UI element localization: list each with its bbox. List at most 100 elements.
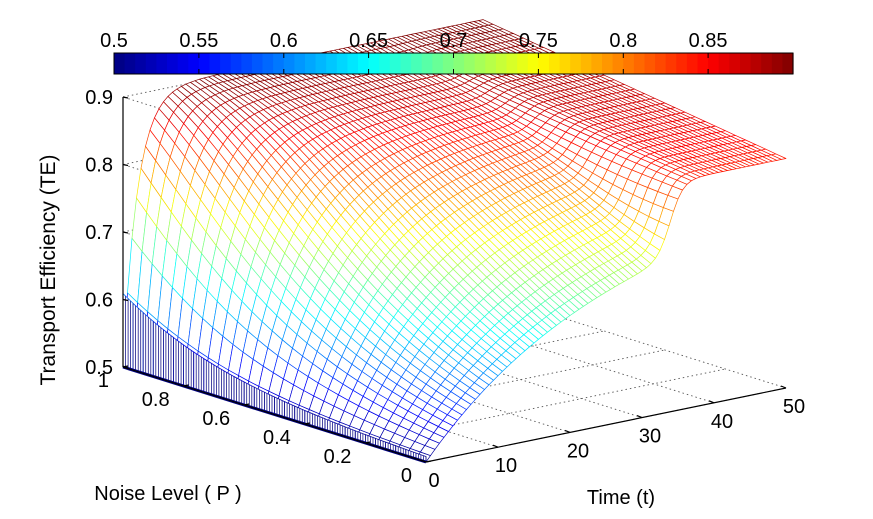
- colorbar-segment: [442, 53, 455, 74]
- colorbar-segment: [273, 53, 285, 74]
- z-tick-label: 0.7: [85, 222, 113, 244]
- colorbar-segment: [145, 53, 157, 74]
- colorbar-tick-label: 0.6: [270, 30, 298, 52]
- y-tick-mark: [304, 422, 310, 425]
- z-tick-label: 0.9: [85, 87, 113, 109]
- colorbar-segment: [559, 53, 571, 74]
- colorbar-segment: [198, 53, 211, 74]
- y-axis-line: [122, 366, 427, 463]
- mesh-cell: [771, 153, 787, 160]
- x-axis-line: [425, 387, 787, 463]
- z-tick-mark: [122, 163, 129, 167]
- colorbar-segment: [517, 53, 529, 74]
- colorbar-segment: [389, 53, 401, 74]
- colorbar-segment: [464, 53, 476, 74]
- colorbar-segment: [114, 53, 126, 74]
- colorbar-segment: [251, 53, 264, 74]
- y-axis-label: Noise Level ( P ): [94, 483, 241, 505]
- axes: 0 10 20 30 40 50 0 0.2 0.4 0.6 0.8 10.5 0.6 0.7 0.8 0.9: [85, 87, 805, 492]
- colorbar-segment: [400, 53, 412, 74]
- y-tick-label: 0.4: [263, 427, 291, 449]
- y-tick-label: 1: [98, 370, 109, 392]
- z-tick-mark: [122, 96, 129, 99]
- colorbar-segment: [633, 53, 646, 74]
- colorbar-segment: [527, 53, 539, 74]
- colorbar-segment: [665, 53, 677, 74]
- colorbar-tick-label: 0.8: [609, 30, 637, 52]
- colorbar-segment: [538, 53, 550, 74]
- colorbar-segment: [676, 53, 688, 74]
- colorbar-segment: [591, 53, 603, 74]
- x-tick-mark: [636, 415, 643, 419]
- x-tick-mark: [708, 400, 715, 404]
- x-axis-label: Time (t): [587, 487, 655, 509]
- y-tick-label: 0.2: [324, 446, 352, 468]
- colorbar-segment: [485, 53, 497, 74]
- colorbar-segment: [188, 53, 200, 74]
- colorbar: 0.5 0.55 0.6 0.65 0.7 0.75 0.8 0.85: [100, 30, 794, 75]
- z-tick-label: 0.8: [85, 155, 113, 177]
- colorbar-segment: [124, 53, 136, 74]
- colorbar-segment: [379, 53, 391, 74]
- grid-line: [304, 349, 665, 425]
- colorbar-tick-label: 0.65: [349, 30, 388, 52]
- colorbar-segment: [230, 53, 242, 74]
- colorbar-segment: [177, 53, 189, 74]
- x-tick-label: 40: [711, 411, 733, 433]
- colorbar-segment: [326, 53, 338, 74]
- x-tick-mark: [492, 444, 499, 448]
- grid-line: [482, 292, 787, 389]
- colorbar-segment: [570, 53, 582, 74]
- colorbar-segment: [506, 53, 518, 74]
- colorbar-segment: [294, 53, 306, 74]
- colorbar-segment: [336, 53, 348, 74]
- colorbar-segment: [283, 53, 295, 74]
- colorbar-segment: [220, 53, 232, 74]
- colorbar-segment: [209, 53, 221, 74]
- colorbar-segment: [358, 53, 370, 74]
- colorbar-segment: [368, 53, 380, 74]
- colorbar-segment: [782, 53, 794, 74]
- colorbar-segment: [580, 53, 592, 74]
- y-tick-label: 0: [401, 465, 412, 487]
- y-tick-label: 0.8: [142, 389, 170, 411]
- y-tick-mark: [425, 460, 432, 463]
- colorbar-segment: [549, 53, 561, 74]
- colorbar-segment: [347, 53, 359, 74]
- x-tick-label: 0: [428, 470, 439, 492]
- z-tick-mark: [122, 231, 129, 234]
- colorbar-tick-label: 0.5: [100, 30, 128, 52]
- colorbar-segment: [644, 53, 656, 74]
- colorbar-segment: [771, 53, 783, 74]
- surface-mesh: [122, 19, 787, 464]
- colorbar-segment: [411, 53, 423, 74]
- colorbar-segment: [432, 53, 444, 74]
- y-tick-mark: [365, 441, 371, 444]
- y-tick-mark: [183, 384, 189, 387]
- colorbar-segment: [167, 53, 179, 74]
- colorbar-segment: [655, 53, 667, 74]
- colorbar-segment: [156, 53, 168, 74]
- y-tick-label: 0.6: [202, 408, 230, 430]
- x-tick-mark: [780, 385, 787, 389]
- colorbar-segment: [718, 53, 730, 74]
- colorbar-segment: [262, 53, 274, 74]
- colorbar-segment: [453, 53, 465, 74]
- z-axis-label: Transport Efficiency (TE): [37, 154, 60, 385]
- colorbar-segment: [612, 53, 624, 74]
- colorbar-tick-label: 0.55: [179, 30, 218, 52]
- colorbar-segment: [697, 53, 709, 74]
- z-tick-mark: [122, 298, 129, 302]
- colorbar-segment: [729, 53, 741, 74]
- x-tick-mark: [564, 429, 571, 433]
- colorbar-segment: [241, 53, 253, 74]
- x-tick-label: 20: [567, 440, 589, 462]
- colorbar-segment: [750, 53, 762, 74]
- colorbar-tick-label: 0.7: [440, 30, 468, 52]
- grid-line: [244, 330, 605, 406]
- colorbar-segment: [135, 53, 147, 74]
- grid-line: [410, 307, 715, 404]
- colorbar-segment: [421, 53, 433, 74]
- colorbar-segment: [740, 53, 752, 74]
